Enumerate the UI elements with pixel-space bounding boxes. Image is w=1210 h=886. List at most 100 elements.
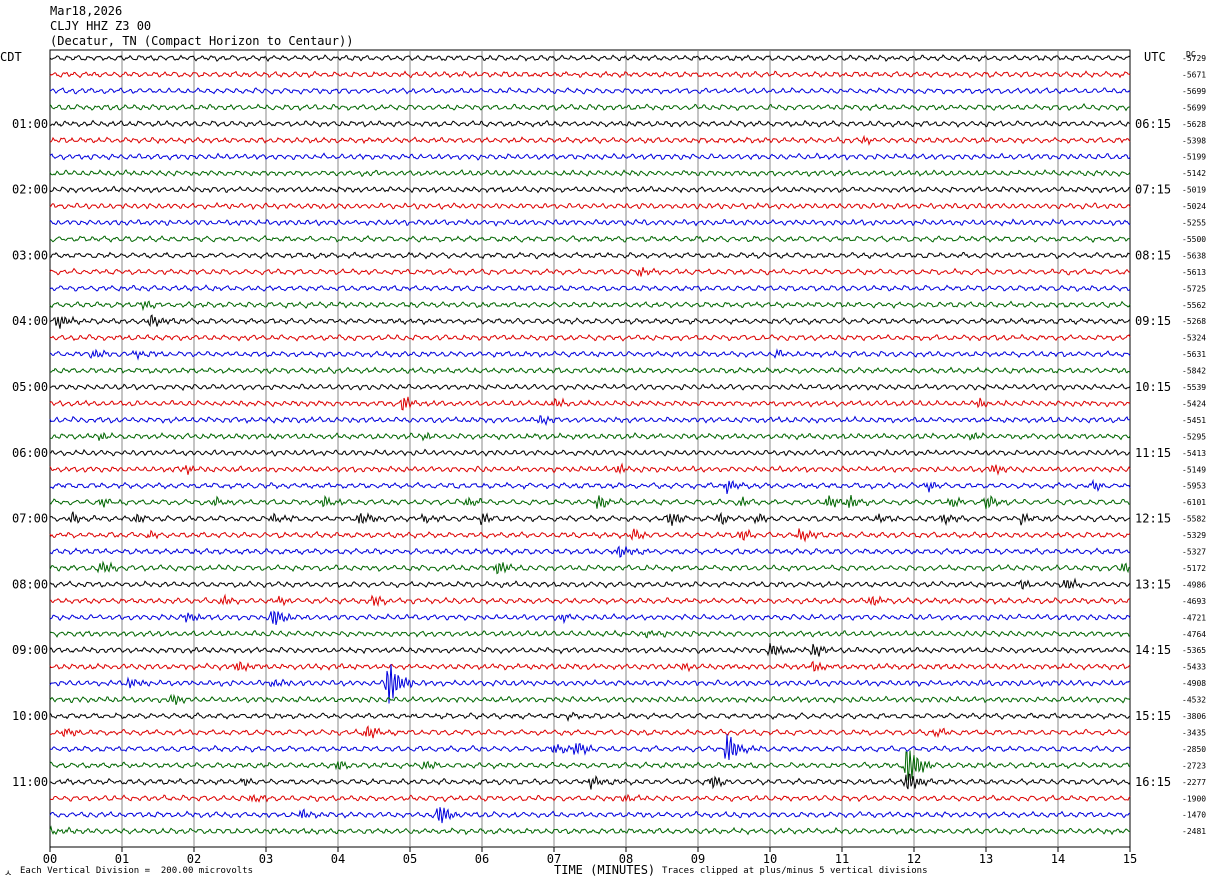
dc-offset-label: -5725 <box>1182 284 1206 293</box>
x-axis-title: TIME (MINUTES) <box>554 863 656 877</box>
right-hour-label: 16:15 <box>1135 775 1171 789</box>
dc-offset-label: -3435 <box>1182 728 1206 737</box>
right-hour-label: 11:15 <box>1135 446 1171 460</box>
dc-offset-label: -5324 <box>1182 334 1206 343</box>
x-tick-label: 09 <box>691 852 705 866</box>
left-hour-label: 01:00 <box>12 117 48 131</box>
dc-offset-label: -5024 <box>1182 202 1206 211</box>
dc-offset-label: -5953 <box>1182 482 1206 491</box>
trace-line-1 <box>49 70 1131 79</box>
dc-offset-label: -4721 <box>1182 613 1206 622</box>
x-tick-label: 08 <box>619 852 633 866</box>
trace-line-13 <box>49 267 1131 277</box>
trace-line-23 <box>49 431 1131 442</box>
trace-line-38 <box>49 664 1131 704</box>
trace-line-30 <box>49 545 1131 558</box>
trace-line-37 <box>49 660 1131 673</box>
trace-line-15 <box>49 300 1131 312</box>
dc-offset-label: -5149 <box>1182 465 1206 474</box>
dc-offset-label: -5539 <box>1182 383 1206 392</box>
trace-line-45 <box>49 793 1131 803</box>
trace-line-27 <box>49 494 1131 510</box>
dc-offset-label: -5255 <box>1182 219 1206 228</box>
dc-offset-label: -4532 <box>1182 696 1206 705</box>
x-tick-label: 06 <box>475 852 489 866</box>
dc-offset-label: -5631 <box>1182 350 1206 359</box>
dc-offset-label: -1900 <box>1182 794 1206 803</box>
dc-offset-label: -4693 <box>1182 597 1206 606</box>
left-hour-label: 02:00 <box>12 183 48 197</box>
dc-offset-label: -5729 <box>1182 54 1206 63</box>
dc-offset-label: -5199 <box>1182 153 1206 162</box>
trace-line-31 <box>49 560 1131 575</box>
left-timezone-label: CDT <box>0 50 22 64</box>
dc-offset-label: -5433 <box>1182 663 1206 672</box>
trace-line-24 <box>49 448 1131 457</box>
dc-offset-label: -5295 <box>1182 432 1206 441</box>
dc-offset-label: -5451 <box>1182 416 1206 425</box>
dc-offset-label: -3806 <box>1182 712 1206 721</box>
dc-offset-label: -5699 <box>1182 87 1206 96</box>
trace-line-29 <box>49 528 1131 543</box>
trace-line-4 <box>49 119 1131 128</box>
dc-offset-label: -5500 <box>1182 235 1206 244</box>
right-timezone-label: UTC <box>1144 50 1166 64</box>
trace-line-35 <box>49 629 1131 639</box>
trace-line-16 <box>49 314 1131 329</box>
trace-line-14 <box>49 284 1131 292</box>
trace-line-44 <box>49 773 1131 790</box>
left-hour-label: 03:00 <box>12 248 48 262</box>
trace-line-19 <box>49 366 1131 375</box>
left-hour-label: 09:00 <box>12 643 48 657</box>
chart-date: Mar18,2026 <box>50 4 123 18</box>
dc-offset-label: -5365 <box>1182 646 1206 655</box>
trace-line-12 <box>49 251 1131 260</box>
dc-offset-label: -5142 <box>1182 169 1206 178</box>
dc-offset-label: -4764 <box>1182 630 1206 639</box>
trace-line-28 <box>49 511 1131 527</box>
trace-line-47 <box>49 825 1131 836</box>
right-hour-label: 08:15 <box>1135 248 1171 262</box>
left-hour-label: 04:00 <box>12 314 48 328</box>
trace-line-21 <box>49 396 1131 411</box>
trace-line-42 <box>49 734 1131 761</box>
x-tick-label: 00 <box>43 852 57 866</box>
trace-line-10 <box>49 218 1131 227</box>
trace-line-18 <box>49 348 1131 361</box>
trace-line-6 <box>49 152 1131 161</box>
dc-offset-label: -5582 <box>1182 515 1206 524</box>
trace-line-5 <box>49 134 1131 146</box>
dc-offset-label: -5699 <box>1182 103 1206 112</box>
x-tick-label: 05 <box>403 852 417 866</box>
dc-offset-label: -2850 <box>1182 745 1206 754</box>
dc-offset-label: -5172 <box>1182 564 1206 573</box>
dc-offset-label: -5413 <box>1182 449 1206 458</box>
trace-line-39 <box>49 693 1131 705</box>
dc-offset-label: -5268 <box>1182 317 1206 326</box>
dc-offset-label: -5398 <box>1182 136 1206 145</box>
right-hour-label: 13:15 <box>1135 577 1171 591</box>
dc-offset-label: -5424 <box>1182 399 1206 408</box>
trace-line-46 <box>49 807 1131 824</box>
dc-offset-label: -4908 <box>1182 679 1206 688</box>
x-tick-label: 02 <box>187 852 201 866</box>
x-tick-label: 10 <box>763 852 777 866</box>
trace-line-8 <box>49 185 1131 194</box>
trace-line-7 <box>49 169 1131 178</box>
dc-offset-label: -2723 <box>1182 761 1206 770</box>
trace-line-20 <box>49 383 1131 392</box>
trace-line-22 <box>49 415 1131 427</box>
trace-line-33 <box>50 593 1131 608</box>
right-hour-label: 10:15 <box>1135 380 1171 394</box>
dc-offset-label: -5613 <box>1182 268 1206 277</box>
dc-offset-label: -5327 <box>1182 548 1206 557</box>
dc-offset-label: -1470 <box>1182 811 1206 820</box>
scale-note-icon: ㅅ <box>4 869 13 879</box>
plot-frame <box>49 49 1131 848</box>
trace-line-34 <box>49 610 1131 626</box>
trace-line-25 <box>49 462 1131 476</box>
right-hour-label: 12:15 <box>1135 512 1171 526</box>
x-tick-label: 03 <box>259 852 273 866</box>
x-tick-label: 01 <box>115 852 129 866</box>
